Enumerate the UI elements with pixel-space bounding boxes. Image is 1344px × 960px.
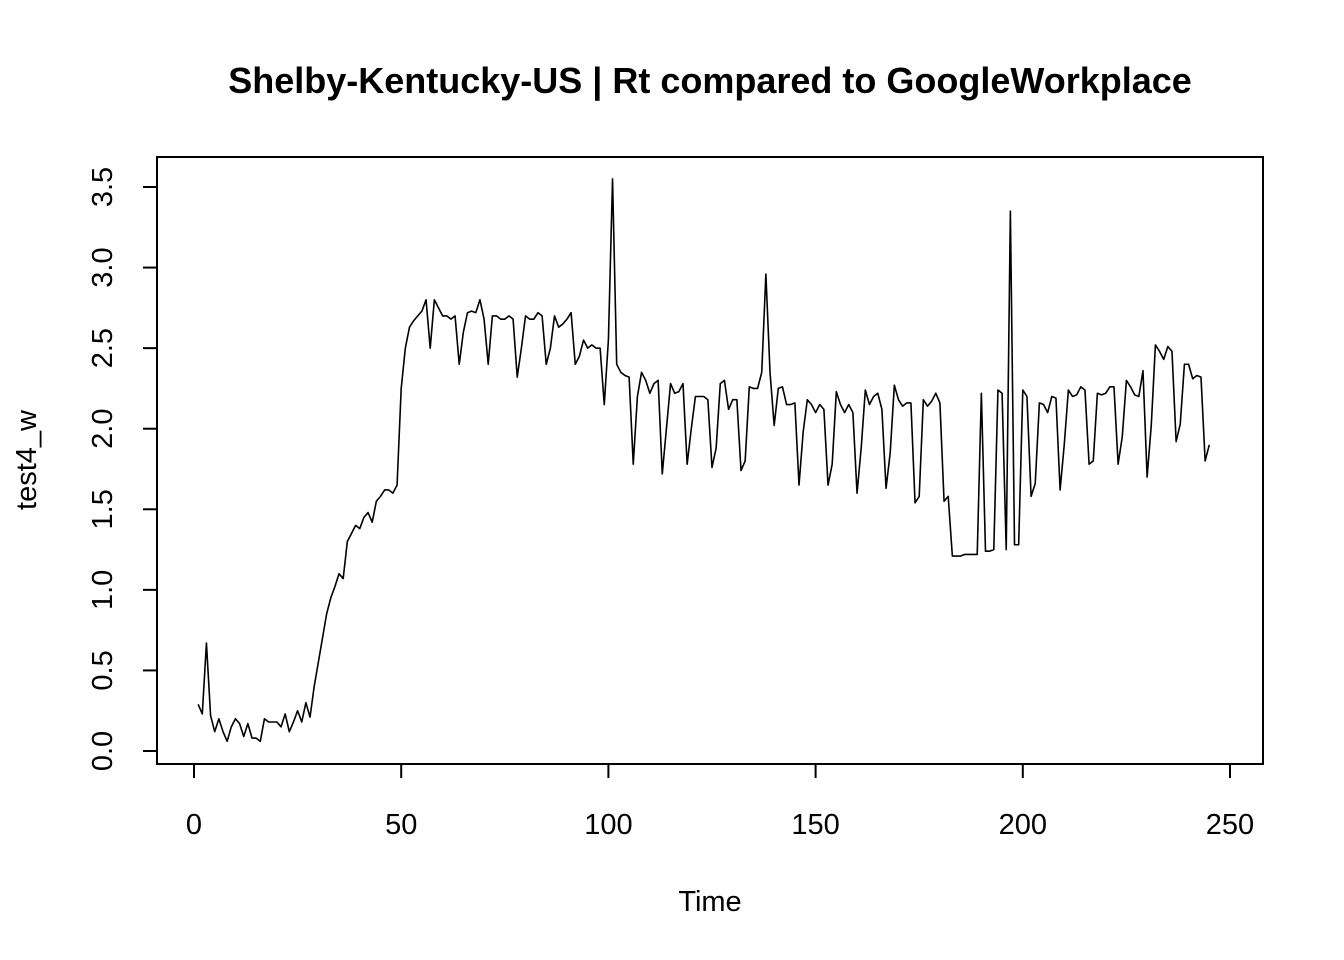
x-tick-label: 100 [584,809,632,841]
x-axis: 0 50 100 150 200 250 [186,763,1254,841]
x-tick-label: 0 [186,809,202,841]
chart-title: Shelby-Kentucky-US | Rt compared to Goog… [228,60,1192,102]
series-line [197,178,1211,743]
y-axis: 0.0 0.5 1.0 1.5 2.0 2.5 3.0 3.5 [87,167,158,771]
y-tick-label: 3.5 [87,167,119,207]
y-tick-label: 2.5 [87,328,119,368]
y-tick-label: 3.0 [87,247,119,287]
x-tick-label: 250 [1206,809,1254,841]
x-tick-label: 50 [385,809,417,841]
x-axis-label: Time [678,886,741,918]
y-tick-label: 1.0 [87,570,119,610]
y-tick-label: 2.0 [87,409,119,449]
y-axis-label: test4_w [11,409,43,510]
x-tick-label: 150 [791,809,839,841]
y-tick-label: 0.0 [87,731,119,771]
y-tick-label: 0.5 [87,650,119,690]
plot-frame [156,156,1264,765]
x-tick-label: 200 [999,809,1047,841]
y-tick-label: 1.5 [87,489,119,529]
